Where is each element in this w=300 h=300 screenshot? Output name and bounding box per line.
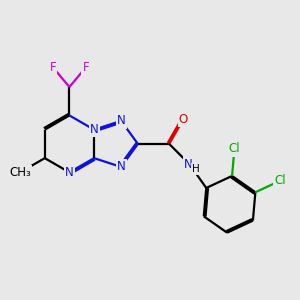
Text: H: H <box>192 164 200 174</box>
Text: N: N <box>117 160 125 173</box>
Text: N: N <box>117 114 125 128</box>
Text: Cl: Cl <box>229 142 240 155</box>
Text: Cl: Cl <box>274 174 286 187</box>
Text: CH₃: CH₃ <box>9 166 31 179</box>
Text: F: F <box>50 61 56 74</box>
Text: N: N <box>90 123 98 136</box>
Text: N: N <box>65 166 74 179</box>
Text: F: F <box>82 61 89 74</box>
Text: N: N <box>184 158 193 170</box>
Text: O: O <box>179 113 188 126</box>
